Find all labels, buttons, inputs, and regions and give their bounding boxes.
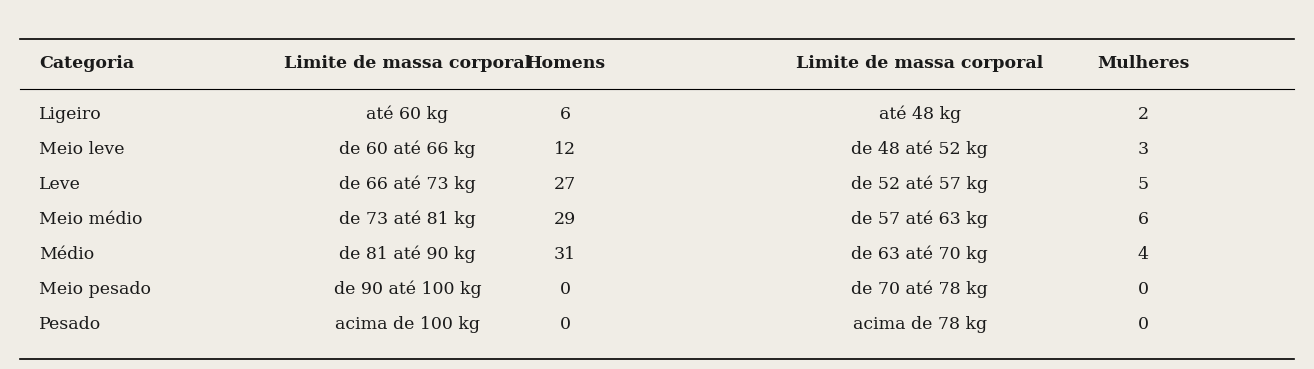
Text: acima de 100 kg: acima de 100 kg (335, 316, 480, 333)
Text: 0: 0 (560, 281, 570, 298)
Text: 27: 27 (555, 176, 576, 193)
Text: 0: 0 (1138, 281, 1148, 298)
Text: de 57 até 63 kg: de 57 até 63 kg (851, 211, 988, 228)
Text: 0: 0 (560, 316, 570, 333)
Text: até 48 kg: até 48 kg (879, 106, 961, 123)
Text: 29: 29 (555, 211, 576, 228)
Text: de 63 até 70 kg: de 63 até 70 kg (851, 246, 988, 263)
Text: Meio leve: Meio leve (39, 141, 125, 158)
Text: 0: 0 (1138, 316, 1148, 333)
Text: 4: 4 (1138, 246, 1148, 263)
Text: de 60 até 66 kg: de 60 até 66 kg (339, 141, 476, 158)
Text: Mulheres: Mulheres (1097, 55, 1189, 72)
Text: de 52 até 57 kg: de 52 até 57 kg (851, 176, 988, 193)
Text: 3: 3 (1138, 141, 1148, 158)
Text: Pesado: Pesado (39, 316, 101, 333)
Text: Limite de massa corporal: Limite de massa corporal (284, 55, 531, 72)
Text: Meio pesado: Meio pesado (39, 281, 151, 298)
Text: até 60 kg: até 60 kg (367, 106, 448, 123)
Text: Homens: Homens (526, 55, 604, 72)
Text: de 73 até 81 kg: de 73 até 81 kg (339, 211, 476, 228)
Text: de 66 até 73 kg: de 66 até 73 kg (339, 176, 476, 193)
Text: Limite de massa corporal: Limite de massa corporal (796, 55, 1043, 72)
Text: Categoria: Categoria (39, 55, 134, 72)
Text: de 70 até 78 kg: de 70 até 78 kg (851, 281, 988, 299)
Text: 6: 6 (1138, 211, 1148, 228)
Text: de 81 até 90 kg: de 81 até 90 kg (339, 246, 476, 263)
Text: Leve: Leve (39, 176, 81, 193)
Text: de 90 até 100 kg: de 90 até 100 kg (334, 281, 481, 299)
Text: Médio: Médio (39, 246, 95, 263)
Text: Meio médio: Meio médio (39, 211, 143, 228)
Text: 5: 5 (1138, 176, 1148, 193)
Text: Ligeiro: Ligeiro (39, 106, 102, 123)
Text: 6: 6 (560, 106, 570, 123)
Text: 31: 31 (555, 246, 576, 263)
Text: acima de 78 kg: acima de 78 kg (853, 316, 987, 333)
Text: 12: 12 (555, 141, 576, 158)
Text: 2: 2 (1138, 106, 1148, 123)
Text: de 48 até 52 kg: de 48 até 52 kg (851, 141, 988, 158)
